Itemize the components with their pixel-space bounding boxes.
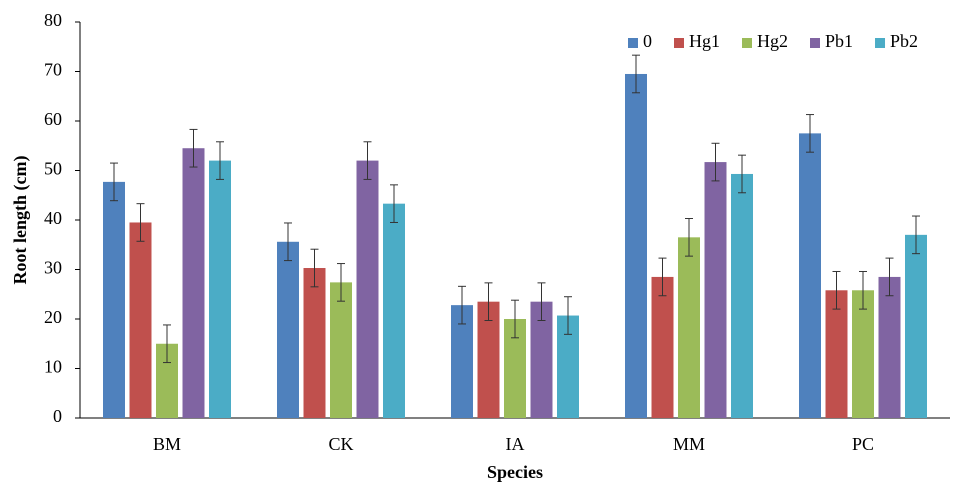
bar <box>557 315 579 418</box>
y-tick-label: 30 <box>44 258 62 278</box>
legend-swatch <box>628 38 638 48</box>
legend-swatch <box>674 38 684 48</box>
bar <box>704 162 727 418</box>
bar <box>651 276 674 418</box>
bar <box>103 181 125 418</box>
x-tick-label: PC <box>852 434 874 454</box>
bar <box>303 268 326 418</box>
y-tick-label: 0 <box>53 406 62 426</box>
bar <box>678 237 700 418</box>
y-axis-title: Root length (cm) <box>10 156 31 285</box>
y-tick-label: 20 <box>44 307 62 327</box>
legend-label: Hg2 <box>757 31 788 51</box>
bar <box>182 148 205 418</box>
bar <box>878 276 901 418</box>
bar <box>209 160 231 418</box>
bar <box>504 319 526 418</box>
bar <box>731 173 753 418</box>
x-tick-label: IA <box>506 434 525 454</box>
legend-swatch <box>742 38 752 48</box>
bar <box>799 133 821 418</box>
y-tick-label: 70 <box>44 60 62 80</box>
bar <box>905 234 927 418</box>
bar <box>356 160 379 418</box>
x-tick-label: MM <box>673 434 705 454</box>
legend-label: Pb1 <box>825 31 853 51</box>
bar <box>330 282 352 418</box>
bar <box>625 73 647 418</box>
x-tick-label: BM <box>153 434 181 454</box>
bar <box>451 305 473 418</box>
bar <box>129 222 152 418</box>
bar <box>277 241 299 418</box>
bar <box>156 343 178 418</box>
bar <box>383 203 405 418</box>
bar <box>852 290 874 418</box>
legend-swatch <box>810 38 820 48</box>
x-tick-label: CK <box>328 434 353 454</box>
y-tick-label: 40 <box>44 208 62 228</box>
legend-label: Pb2 <box>890 31 918 51</box>
y-tick-label: 60 <box>44 109 62 129</box>
y-tick-label: 10 <box>44 357 62 377</box>
y-tick-label: 80 <box>44 10 62 30</box>
x-axis-title: Species <box>487 462 543 482</box>
legend-swatch <box>875 38 886 48</box>
bar <box>530 301 553 418</box>
bar <box>825 290 848 418</box>
legend-label: 0 <box>643 31 652 51</box>
legend-label: Hg1 <box>689 31 720 51</box>
bar <box>477 301 500 418</box>
y-tick-label: 50 <box>44 159 62 179</box>
